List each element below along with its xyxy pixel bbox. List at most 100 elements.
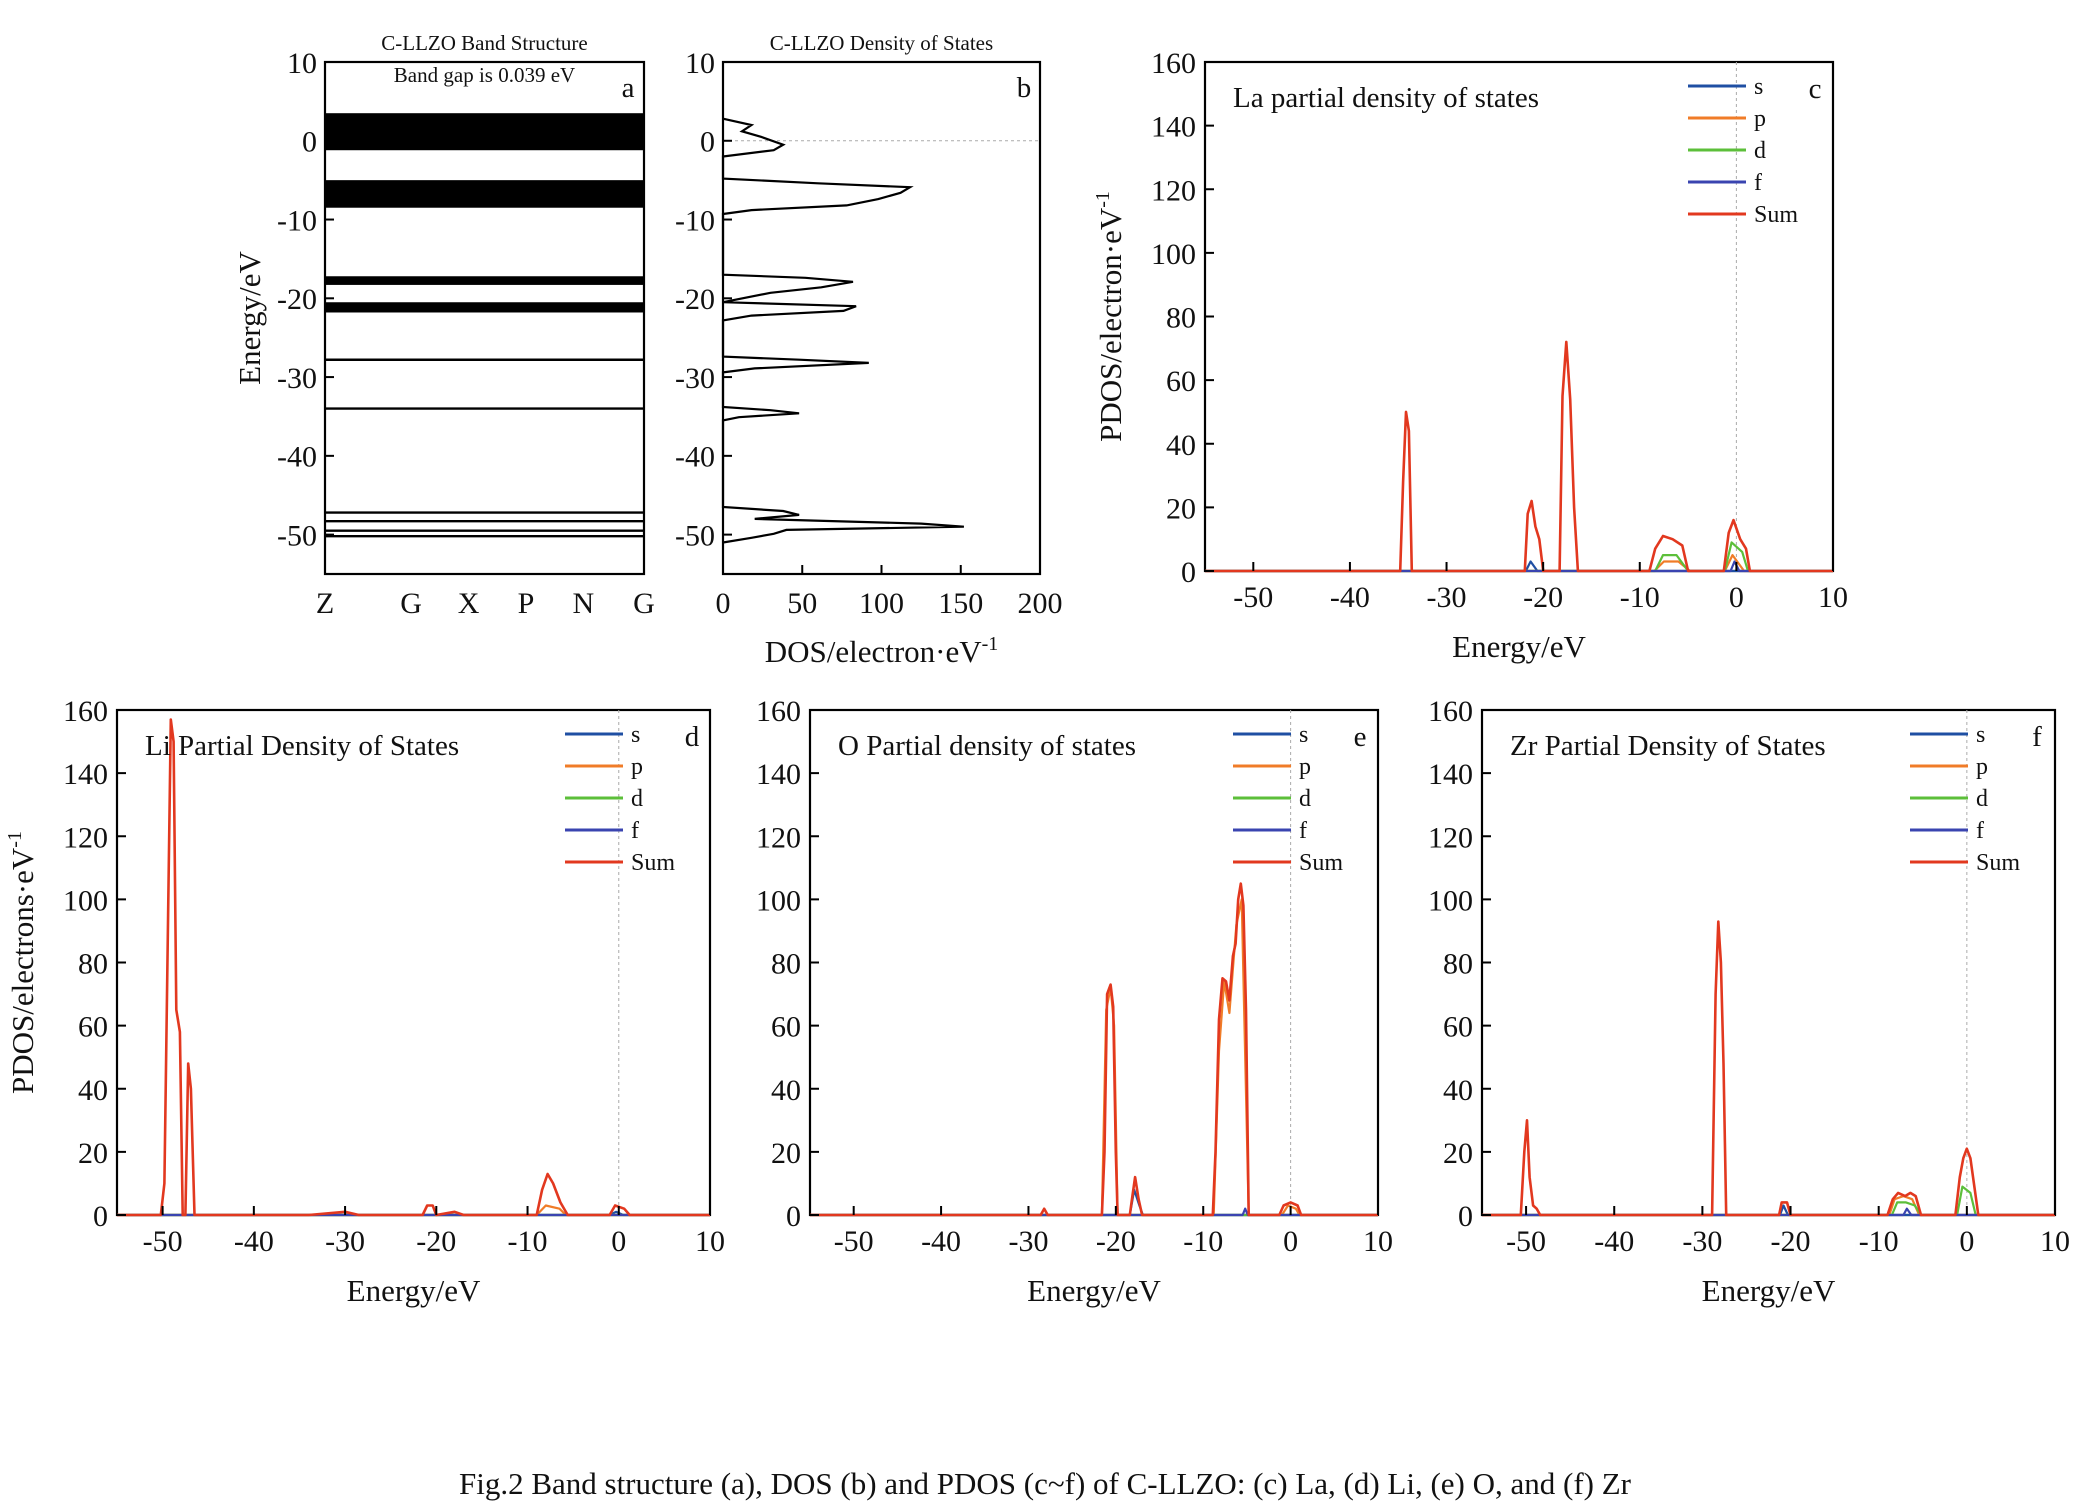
panel-c-xtick-label: -50 <box>1233 581 1273 614</box>
panel-e-title: O Partial density of states <box>838 730 1136 762</box>
panel-b-xtick-label: 200 <box>1018 587 1063 620</box>
legend-label-f: f <box>631 818 639 844</box>
legend-label-p: p <box>1976 754 1988 780</box>
panel-d-ytick-label: 60 <box>78 1011 108 1044</box>
panel-f-ytick-label: 80 <box>1443 948 1473 981</box>
band-block <box>326 302 643 313</box>
panel-b-xtick-label: 0 <box>716 587 731 620</box>
panel-a-band-structure: 10 0 -10 -20 -30 -40 -50 Z G X P N G C-LLZO Band Stru… <box>232 31 655 620</box>
panel-c-ytick-label: 80 <box>1166 302 1196 335</box>
legend-label-f: f <box>1976 818 1984 844</box>
panel-f-xtick-label: 0 <box>1959 1225 1974 1258</box>
legend-label-p: p <box>1754 106 1766 132</box>
panel-c-xtick-label: -40 <box>1330 581 1370 614</box>
panel-f-frame <box>1480 708 2057 1217</box>
legend-label-d: d <box>1754 138 1766 164</box>
panel-c-ytick-label: 40 <box>1166 429 1196 462</box>
panel-a-ytick-label: -50 <box>277 519 317 552</box>
panel-d-xtick-label: 10 <box>695 1225 725 1258</box>
panel-d-xtick-label: -20 <box>416 1225 456 1258</box>
panel-d-xtick-label: -50 <box>143 1225 183 1258</box>
panel-c-ytick-label: 120 <box>1151 174 1196 207</box>
series-line-sum <box>117 718 710 1217</box>
panel-b-ytick-label: -50 <box>675 519 715 552</box>
panel-c-ytick-label: 60 <box>1166 365 1196 398</box>
panel-b-ytick-label: 0 <box>700 126 715 159</box>
legend-label-d: d <box>1299 786 1311 812</box>
panel-b-ytick-label: -20 <box>675 283 715 316</box>
panel-f-ytick-label: 120 <box>1428 821 1473 854</box>
panel-b-xlabel-sup: -1 <box>982 633 999 655</box>
panel-a-subtitle: Band gap is 0.039 eV <box>394 63 575 87</box>
panel-a-ylabel: Energy/eV <box>232 251 267 385</box>
panel-c-ytick-label: 0 <box>1181 556 1196 589</box>
panel-e-xtick-label: 10 <box>1363 1225 1393 1258</box>
panel-b-xtick-label: 100 <box>859 587 904 620</box>
panel-d-ylabel-sup: -1 <box>4 831 26 848</box>
panel-f-title: Zr Partial Density of States <box>1510 730 1826 762</box>
legend-label-f: f <box>1299 818 1307 844</box>
panel-d-ytick-label: 100 <box>63 884 108 917</box>
panel-e-xtick-label: -50 <box>834 1225 874 1258</box>
figure-caption: Fig.2 Band structure (a), DOS (b) and PD… <box>458 1466 1632 1501</box>
panel-c-ytick-label: 20 <box>1166 492 1196 525</box>
panel-b-ytick-label: -10 <box>675 204 715 237</box>
panel-b-title: C-LLZO Density of States <box>770 31 993 55</box>
panel-e-xtick-label: -40 <box>921 1225 961 1258</box>
panel-a-letter: a <box>622 72 635 104</box>
legend-label-f: f <box>1754 170 1762 196</box>
series-line-p <box>810 898 1378 1217</box>
panel-e-ytick-label: 120 <box>756 821 801 854</box>
series-line-d <box>1482 1185 2055 1217</box>
panel-e-ytick-label: 20 <box>771 1137 801 1170</box>
panel-f-xtick-label: -50 <box>1506 1225 1546 1258</box>
panel-f-ytick-label: 140 <box>1428 758 1473 791</box>
legend-label-p: p <box>631 754 643 780</box>
panel-d-ytick-label: 0 <box>93 1200 108 1233</box>
panel-b-xlabel: DOS/electron·eV-1 <box>765 633 999 669</box>
panel-c-xtick-label: 0 <box>1729 581 1744 614</box>
panel-a-kpoint-label: Z <box>316 587 334 620</box>
panel-e-xtick-label: -20 <box>1096 1225 1136 1258</box>
panel-d-ylabel: PDOS/electrons·eV-1 <box>4 831 40 1094</box>
legend-label-s: s <box>1976 722 1985 748</box>
panel-a-ytick-label: -20 <box>277 283 317 316</box>
panel-c-ylabel-main: PDOS/electron·eV <box>1093 207 1128 442</box>
legend-label-sum: Sum <box>631 850 675 876</box>
panel-e-frame <box>808 708 1380 1217</box>
panel-e-ytick-label: 60 <box>771 1011 801 1044</box>
panel-d-frame <box>115 708 712 1217</box>
band-block <box>326 113 643 151</box>
panel-b-ytick-label: -40 <box>675 441 715 474</box>
panel-e-ytick-label: 0 <box>786 1200 801 1233</box>
panel-d-title: Li Partial Density of States <box>145 730 459 762</box>
panel-d-ytick-label: 80 <box>78 948 108 981</box>
panel-d-xtick-label: -30 <box>325 1225 365 1258</box>
panel-b-ytick-label: -30 <box>675 362 715 395</box>
panel-f-ytick-label: 40 <box>1443 1074 1473 1107</box>
panel-d-ytick-label: 140 <box>63 758 108 791</box>
panel-f-xtick-label: -40 <box>1594 1225 1634 1258</box>
panel-a-title: C-LLZO Band Structure <box>381 31 587 55</box>
series-line-sum <box>810 882 1378 1217</box>
series-line-s <box>1482 1204 2055 1217</box>
panel-e-xtick-label: 0 <box>1283 1225 1298 1258</box>
panel-f-ytick-label: 160 <box>1428 695 1473 728</box>
panel-d-xtick-label: 0 <box>611 1225 626 1258</box>
panel-f-ytick-label: 60 <box>1443 1011 1473 1044</box>
panel-c-ylabel: PDOS/electron·eV-1 <box>1092 191 1128 442</box>
legend-label-d: d <box>1976 786 1988 812</box>
panel-a-kpoint-label: G <box>400 587 422 620</box>
panel-d-ytick-label: 40 <box>78 1074 108 1107</box>
panel-f-xtick-label: 10 <box>2040 1225 2070 1258</box>
panel-f-xtick-label: -10 <box>1859 1225 1899 1258</box>
panel-b-frame <box>721 60 1042 576</box>
series-line-sum <box>1205 340 1833 573</box>
panel-c-la-pdos: 0 20 40 60 80 100 120 140 160 -50 -40 -30 -20 -10 0 10 L… <box>1092 47 1848 664</box>
panel-b-letter: b <box>1017 72 1032 104</box>
panel-b-ytick-label: 10 <box>685 47 715 80</box>
panel-e-o-pdos: 0 20 40 60 80 100 120 140 160 -50 -40 -30 -20 -10 0 10 O… <box>756 695 1393 1308</box>
panel-b-xtick-label: 150 <box>938 587 983 620</box>
panel-e-ytick-label: 80 <box>771 948 801 981</box>
